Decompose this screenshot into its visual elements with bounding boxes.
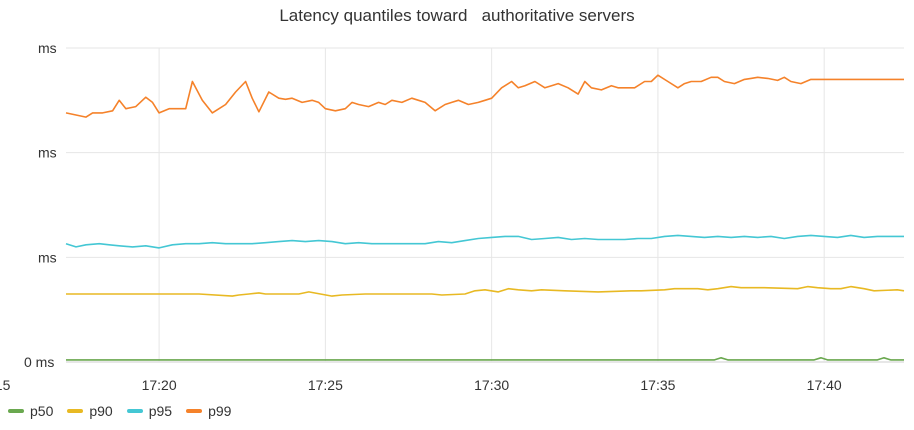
legend-swatch-p50 — [8, 409, 24, 413]
legend-item-p90[interactable]: p90 — [67, 403, 113, 419]
chart-title: Latency quantiles toward authoritative s… — [279, 6, 635, 25]
legend-label-p90: p90 — [89, 403, 113, 419]
x-tick-label: 17:25 — [308, 377, 343, 393]
x-tick-label: 17:20 — [142, 377, 177, 393]
x-tick-label: 17:15 — [0, 377, 11, 393]
legend-item-p50[interactable]: p50 — [8, 403, 53, 419]
legend-label-p99: p99 — [208, 403, 232, 419]
legend-item-p99[interactable]: p99 — [186, 403, 231, 419]
legend-item-p95[interactable]: p95 — [126, 403, 173, 419]
y-tick-label: 0 ms — [24, 354, 54, 370]
x-tick-label: 17:35 — [640, 377, 675, 393]
y-tick-label: ms — [38, 145, 57, 161]
series-line-p50 — [66, 356, 904, 361]
legend-swatch-p99 — [186, 409, 203, 413]
legend-label-p95: p95 — [148, 403, 173, 419]
series-line-p95 — [65, 234, 904, 249]
x-tick-label: 17:30 — [474, 377, 509, 393]
x-tick-label: 17:40 — [807, 377, 842, 393]
series-line-p90 — [66, 285, 905, 297]
legend-label-p50: p50 — [30, 403, 54, 419]
legend-swatch-p95 — [126, 409, 143, 413]
chart-legend: p50 p90 p95 p99 — [8, 403, 231, 419]
y-tick-label: ms — [38, 40, 57, 56]
legend-swatch-p90 — [67, 409, 84, 413]
series-line-p99 — [65, 74, 904, 118]
y-tick-label: ms — [38, 249, 57, 265]
